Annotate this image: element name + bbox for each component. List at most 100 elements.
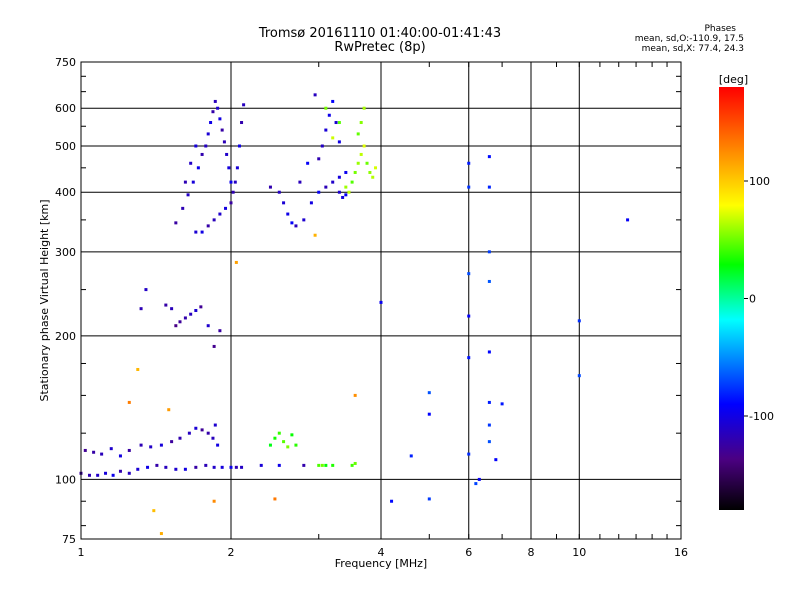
data-point bbox=[409, 454, 413, 458]
data-point bbox=[127, 448, 131, 452]
data-point bbox=[183, 180, 187, 184]
data-point bbox=[359, 121, 363, 125]
y-tick-label: 75 bbox=[62, 533, 76, 546]
data-point bbox=[212, 344, 216, 348]
data-point bbox=[487, 350, 491, 354]
stats-o-mode: mean, sd,O:-110.9, 17.5 bbox=[634, 34, 744, 44]
colorbar-tick-label: 100 bbox=[749, 175, 770, 188]
data-point bbox=[500, 402, 504, 406]
data-point bbox=[187, 431, 191, 435]
data-point bbox=[379, 300, 383, 304]
data-point bbox=[229, 201, 233, 205]
data-point bbox=[159, 532, 163, 536]
data-point bbox=[427, 497, 431, 501]
data-point bbox=[216, 443, 220, 447]
data-point bbox=[320, 144, 324, 148]
data-point bbox=[231, 190, 235, 194]
data-point bbox=[118, 469, 122, 473]
data-point bbox=[282, 440, 286, 444]
data-point bbox=[268, 443, 272, 447]
data-point bbox=[222, 140, 226, 144]
data-point bbox=[467, 185, 471, 189]
x-tick-label: 2 bbox=[228, 546, 235, 559]
data-point bbox=[277, 431, 281, 435]
data-point bbox=[487, 185, 491, 189]
data-point bbox=[118, 454, 122, 458]
data-point bbox=[186, 193, 190, 197]
data-point bbox=[390, 499, 394, 503]
stats-heading: Phases bbox=[704, 24, 736, 34]
data-point bbox=[220, 465, 224, 469]
data-point bbox=[240, 121, 244, 125]
data-point bbox=[235, 166, 239, 170]
data-point bbox=[368, 170, 372, 174]
data-point bbox=[277, 463, 281, 467]
colorbar-ticks: 100 0 -100 bbox=[744, 175, 774, 423]
data-point bbox=[229, 465, 233, 469]
data-point bbox=[170, 307, 174, 311]
data-point bbox=[183, 316, 187, 320]
data-point bbox=[337, 190, 341, 194]
data-point bbox=[337, 175, 341, 179]
data-point bbox=[273, 436, 277, 440]
data-point bbox=[359, 152, 363, 156]
data-point bbox=[218, 329, 222, 333]
data-point bbox=[139, 443, 143, 447]
data-point bbox=[127, 400, 131, 404]
data-point bbox=[362, 106, 366, 110]
data-point bbox=[199, 305, 203, 309]
data-point bbox=[206, 431, 210, 435]
data-point bbox=[474, 482, 478, 486]
data-point bbox=[494, 458, 498, 462]
data-point bbox=[341, 195, 345, 199]
y-tick-label: 100 bbox=[55, 473, 76, 486]
data-point bbox=[313, 93, 317, 97]
axis-ticks: 1 2 4 6 8 10 16 75 100 200 300 400 500 600 750 bbox=[55, 56, 688, 559]
data-point bbox=[152, 509, 156, 513]
data-point bbox=[242, 103, 246, 107]
data-point bbox=[234, 465, 238, 469]
data-point bbox=[109, 447, 113, 451]
data-point bbox=[324, 463, 328, 467]
data-point bbox=[467, 452, 471, 456]
data-point bbox=[164, 465, 168, 469]
data-point bbox=[286, 445, 290, 449]
data-point bbox=[353, 393, 357, 397]
data-point bbox=[344, 170, 348, 174]
data-point bbox=[149, 445, 153, 449]
data-point bbox=[427, 412, 431, 416]
data-points bbox=[79, 93, 630, 536]
data-point bbox=[196, 166, 200, 170]
data-point bbox=[189, 161, 193, 165]
data-point bbox=[362, 144, 366, 148]
data-point bbox=[237, 144, 241, 148]
data-point bbox=[194, 308, 198, 312]
data-point bbox=[220, 128, 224, 132]
data-point bbox=[577, 374, 581, 378]
data-point bbox=[487, 279, 491, 283]
data-point bbox=[268, 185, 272, 189]
data-point bbox=[206, 324, 210, 328]
data-point bbox=[467, 161, 471, 165]
data-point bbox=[194, 465, 198, 469]
stats-x-mode: mean, sd,X: 77.4, 24.3 bbox=[641, 44, 744, 54]
x-tick-label: 10 bbox=[572, 546, 586, 559]
colorbar-tick-label: 0 bbox=[749, 293, 756, 306]
data-point bbox=[146, 465, 150, 469]
data-point bbox=[174, 221, 178, 225]
data-point bbox=[487, 440, 491, 444]
data-point bbox=[467, 314, 471, 318]
data-point bbox=[181, 206, 185, 210]
data-point bbox=[626, 218, 630, 222]
data-point bbox=[104, 471, 108, 475]
data-point bbox=[317, 157, 321, 161]
data-point bbox=[324, 106, 328, 110]
data-point bbox=[313, 233, 317, 237]
data-point bbox=[356, 132, 360, 136]
data-point bbox=[240, 465, 244, 469]
data-point bbox=[83, 448, 87, 452]
data-point bbox=[320, 463, 324, 467]
data-point bbox=[194, 230, 198, 234]
x-tick-label: 16 bbox=[674, 546, 688, 559]
data-point bbox=[427, 391, 431, 395]
